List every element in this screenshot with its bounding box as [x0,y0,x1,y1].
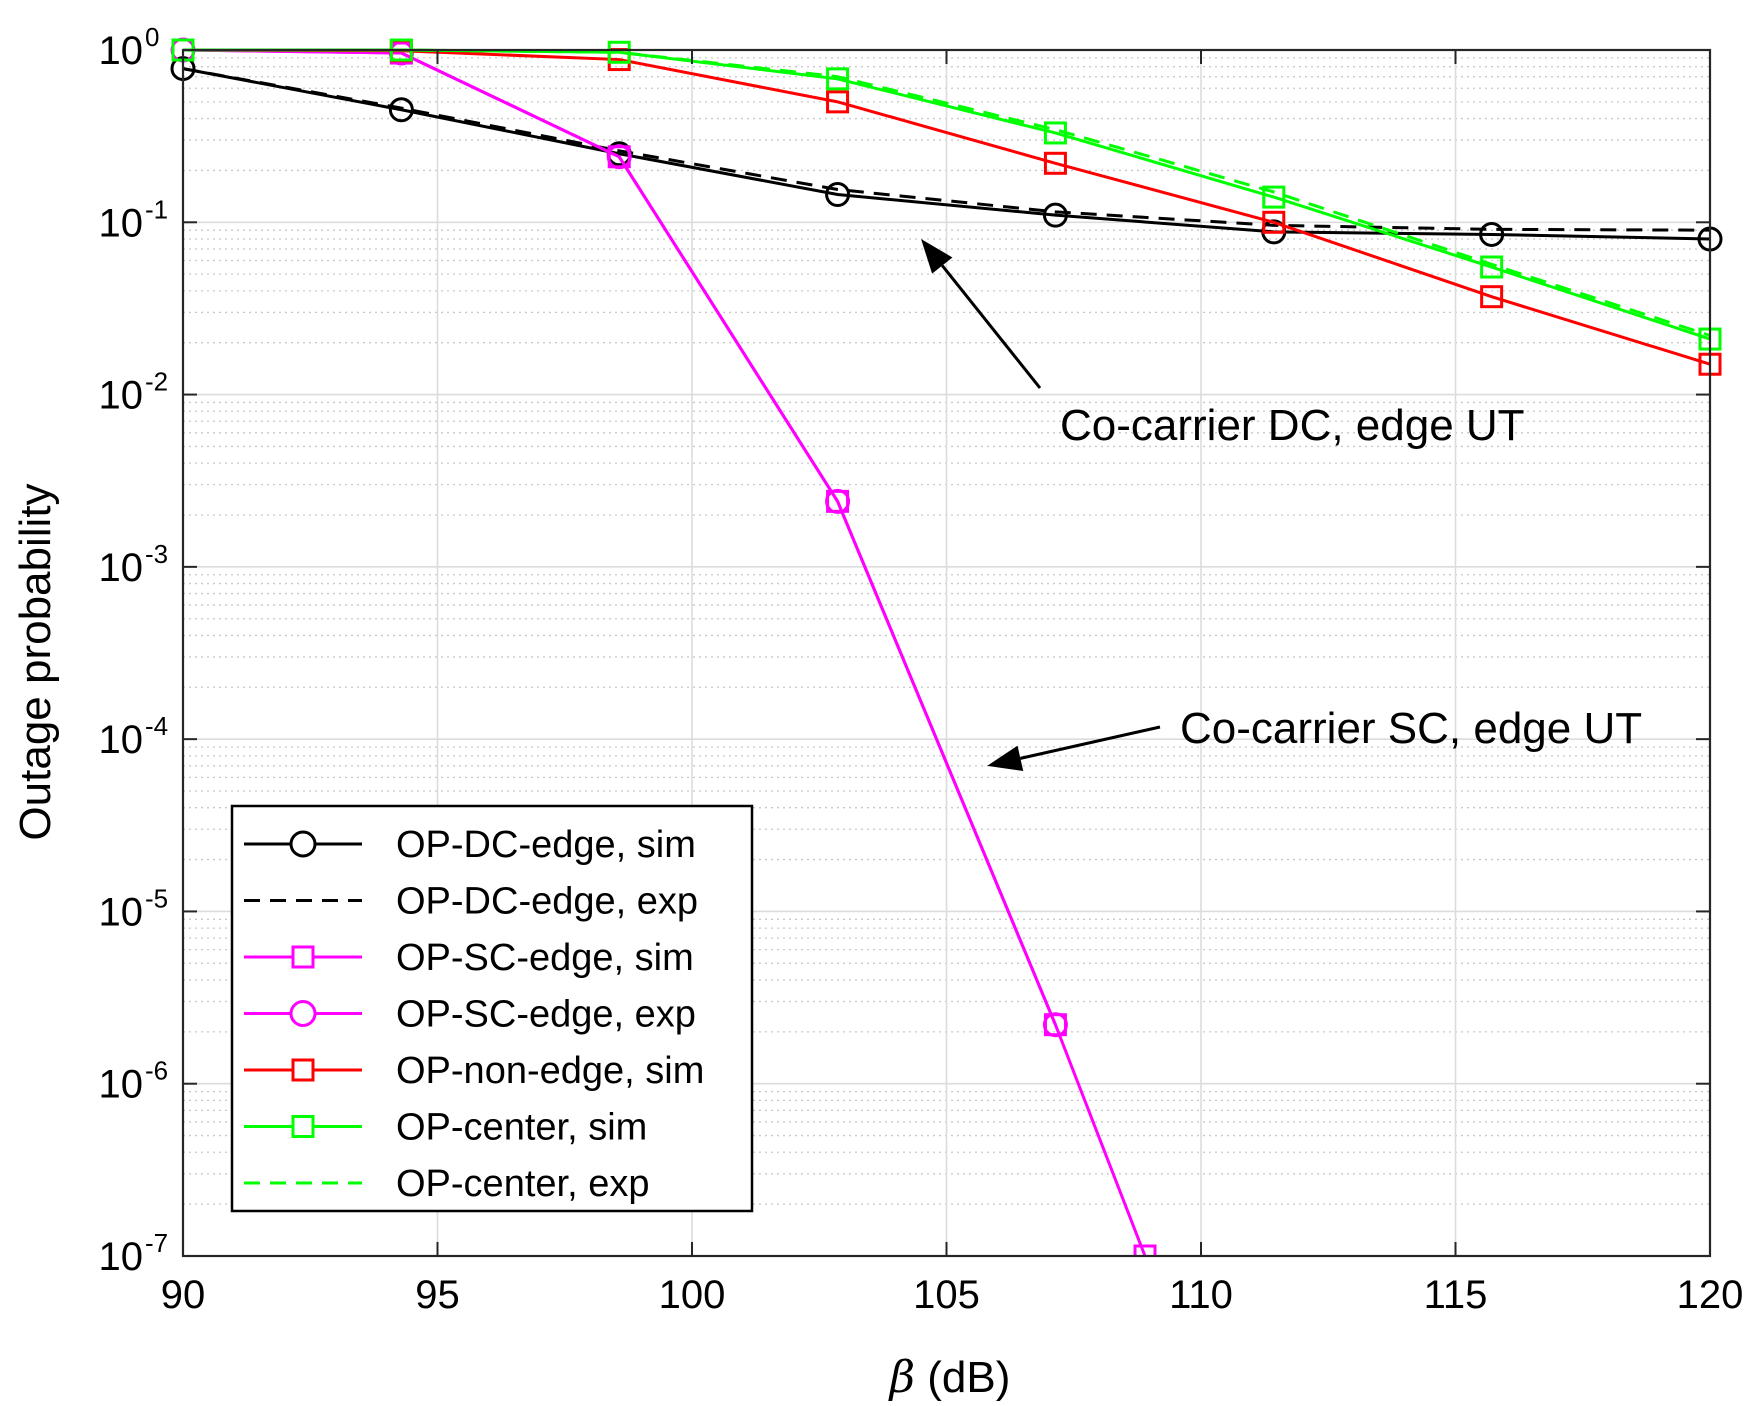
legend-label: OP-center, exp [396,1163,649,1205]
legend-box [230,804,754,1213]
annotation-arrowhead [987,745,1024,772]
x-axis-title: β (dB) [888,1352,1011,1403]
legend-label: OP-DC-edge, sim [396,824,696,866]
x-tick-label: 100 [659,1273,726,1317]
legend-label: OP-SC-edge, sim [396,937,694,979]
y-tick-label: 10 [99,890,144,934]
y-tick-exponent: -6 [145,1056,168,1086]
data-point-square [1480,255,1504,279]
data-point-square [1480,285,1504,309]
y-tick-label: 10 [99,374,144,418]
legend-entry: OP-center, exp [244,1163,649,1205]
legend-marker-square [291,945,315,969]
annotation-arrowhead [921,238,953,274]
data-point-circle [825,181,851,207]
legend-marker-square [291,1058,315,1082]
y-tick-exponent: -4 [145,711,168,741]
legend-entry: OP-DC-edge, sim [244,824,696,866]
series-line [182,67,1711,232]
y-tick-exponent: -7 [145,1228,168,1258]
legend-marker-circle [289,1000,317,1027]
legend-entry: OP-center, sim [244,1107,647,1149]
data-point-circle [1042,202,1068,228]
legend-label: OP-non-edge, sim [396,1050,704,1092]
legend-marker-circle [289,830,317,858]
legend-label: OP-SC-edge, exp [396,994,696,1036]
data-point-circle [825,488,851,514]
legend-marker-square [291,1115,315,1138]
legend-entry: OP-SC-edge, exp [244,994,696,1036]
x-tick-label: 115 [1424,1273,1488,1317]
data-point-circle [1042,1012,1068,1038]
x-tick-label: 120 [1677,1273,1744,1317]
annotation-0: Co-carrier DC, edge UT [921,238,1525,450]
y-tick-exponent: 0 [145,22,159,52]
legend-label: OP-center, sim [396,1107,647,1149]
y-tick-label: 10 [99,718,144,762]
data-point-square [826,67,850,91]
series-line [182,67,1711,241]
data-point-square [1043,151,1067,175]
legend-entry: OP-DC-edge, exp [244,881,698,923]
x-tick-label: 110 [1169,1273,1233,1317]
data-point-square [1262,210,1286,234]
annotation-text: Co-carrier SC, edge UT [1180,704,1642,753]
y-tick-label: 10 [99,1235,144,1279]
data-point-circle [606,144,632,170]
data-point-circle [1479,221,1505,247]
y-axis-title: Outage probability [11,483,60,840]
annotation-arrow-line [941,264,1042,389]
data-point-square [1133,1244,1157,1256]
data-point-square [1262,185,1286,209]
series-1 [182,67,1711,232]
y-tick-label: 10 [99,29,144,73]
x-tick-label: 95 [415,1273,460,1317]
y-tick-exponent: -1 [145,194,168,224]
legend-label: OP-DC-edge, exp [396,881,698,923]
annotation-text: Co-carrier DC, edge UT [1060,401,1525,450]
data-point-circle [388,97,414,123]
legend-entry: OP-non-edge, sim [244,1050,704,1092]
series-line [183,48,1711,338]
x-tick-label: 105 [913,1273,980,1317]
y-tick-exponent: -3 [145,539,168,569]
series-0 [170,56,1723,252]
data-point-square [826,90,850,114]
legend-entry: OP-SC-edge, sim [244,937,694,979]
y-tick-label: 10 [99,201,144,245]
annotation-1: Co-carrier SC, edge UT [987,704,1642,772]
y-tick-exponent: -5 [145,883,168,913]
y-tick-exponent: -2 [145,367,168,397]
y-tick-label: 10 [99,546,144,590]
series-6 [183,48,1711,338]
series-line [182,48,1057,1026]
y-tick-label: 10 [99,1063,144,1107]
annotation-arrow-line [1020,725,1161,760]
x-tick-label: 90 [161,1273,206,1317]
